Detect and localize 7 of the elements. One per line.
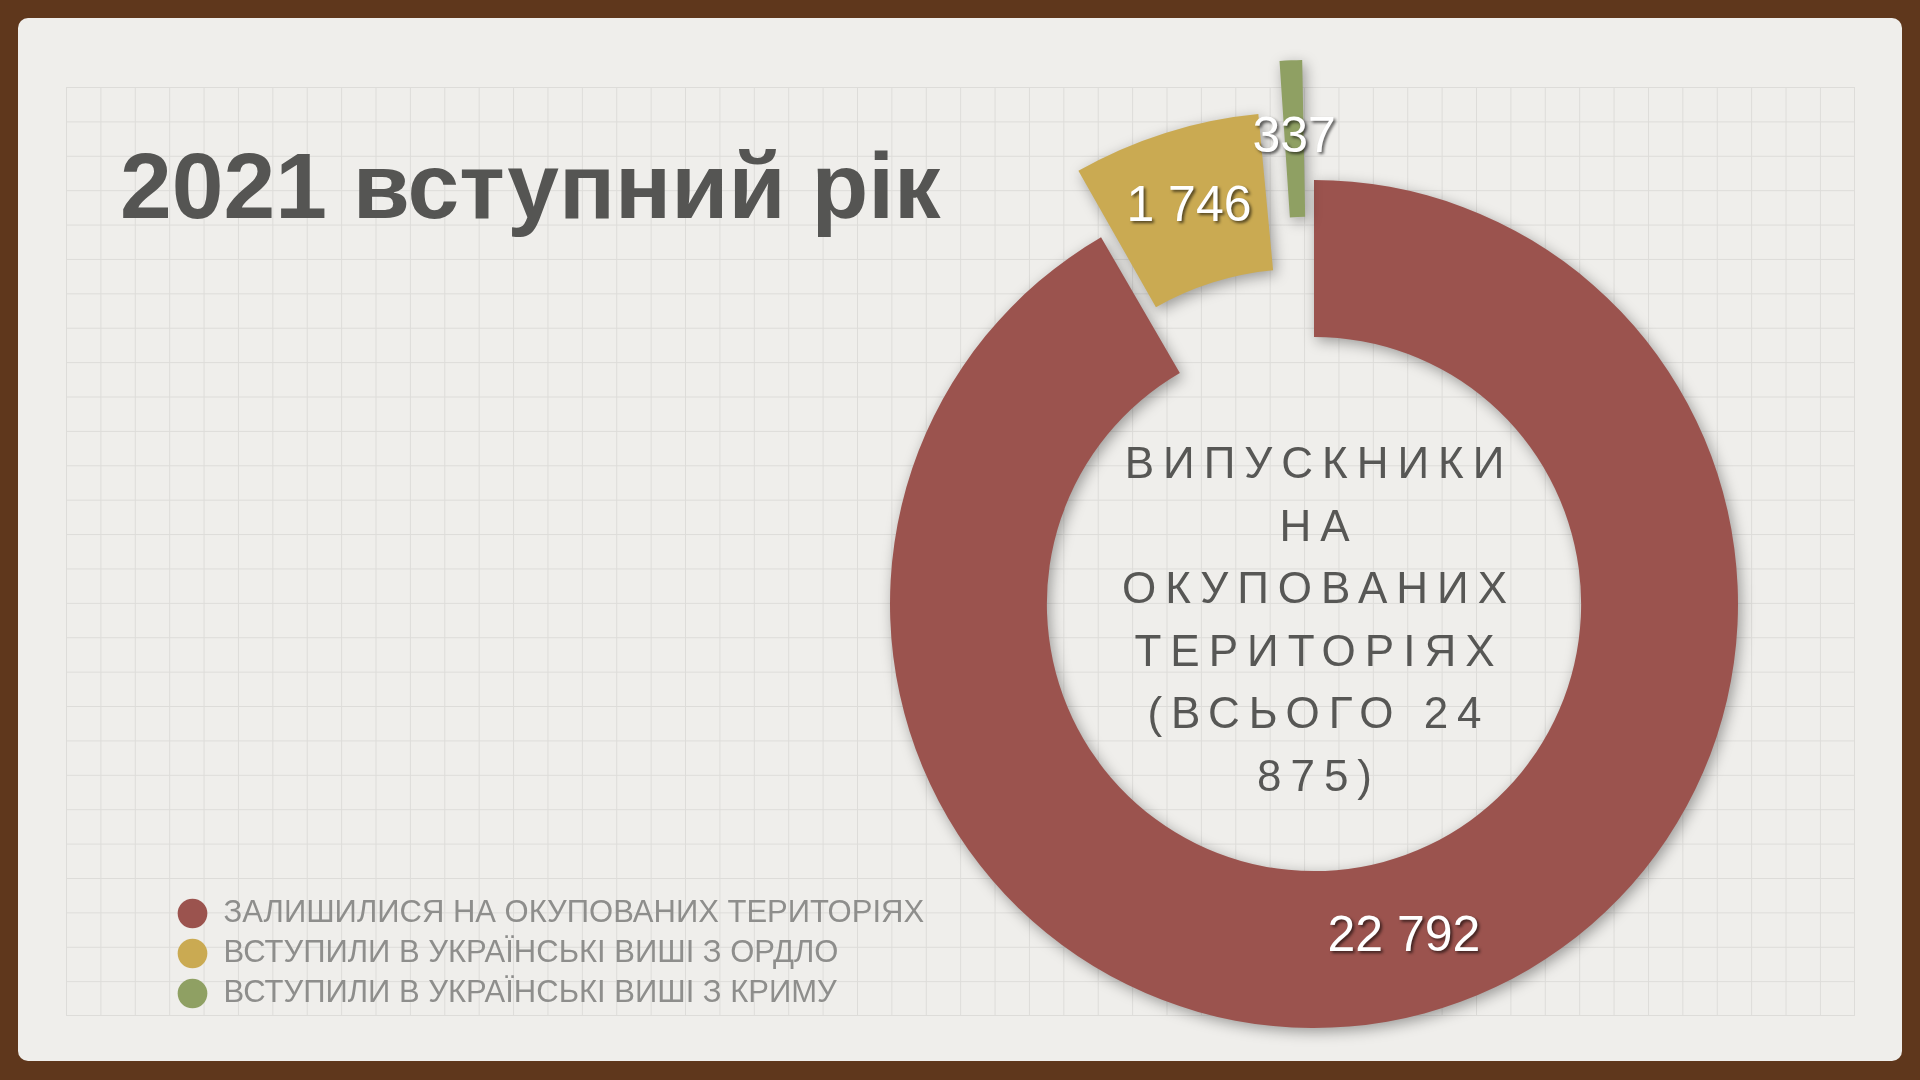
legend-label: ВСТУПИЛИ В УКРАЇНСЬКІ ВИШІ З ОРДЛО: [223, 934, 839, 970]
data-label: 22 792: [1327, 906, 1481, 963]
legend-label: ЗАЛИШИЛИСЯ НА ОКУПОВАНИХ ТЕРИТОРІЯХ: [223, 894, 925, 930]
text: 2021 вступний рік: [120, 134, 941, 238]
legend-label: ВСТУПИЛИ В УКРАЇНСЬКІ ВИШІ З КРИМУ: [223, 974, 838, 1010]
text: ВИПУСКНИКИ НА ОКУПОВАНИХ ТЕРИТОРІЯХ (ВСЬОГО 24 875): [1120, 437, 1518, 802]
data-label: 1 746: [1126, 176, 1252, 233]
